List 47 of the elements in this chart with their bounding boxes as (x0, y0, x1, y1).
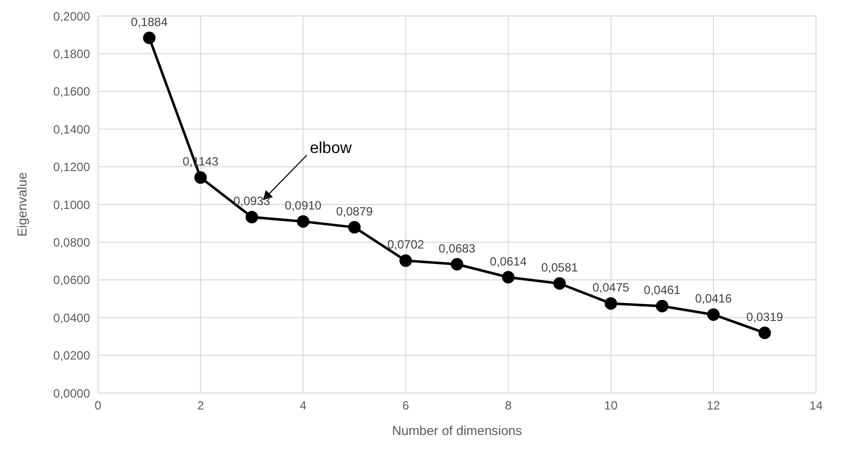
x-tick-label: 14 (809, 398, 823, 413)
data-label: 0,1884 (130, 14, 168, 29)
data-label: 0,0319 (746, 310, 784, 324)
point (758, 326, 771, 340)
x-tick-label: 8 (504, 398, 512, 413)
y-tick-label: 0,0800 (53, 235, 90, 250)
y-tick-label: 0,1600 (53, 84, 90, 99)
annotation: elbow (310, 140, 352, 158)
y-tick-label: 0,0400 (53, 310, 90, 325)
y-tick-label: 0,1400 (53, 122, 90, 136)
x-tick-label: 2 (197, 398, 204, 413)
y-tick-label: 0,0600 (53, 273, 90, 288)
data-label: 0,0581 (541, 260, 578, 274)
point (553, 277, 566, 290)
point (296, 215, 310, 228)
data-label: 0,0683 (438, 241, 476, 256)
x-tick-label: 4 (300, 398, 307, 413)
x-tick-label: 6 (402, 398, 410, 413)
point (450, 258, 464, 271)
point (502, 271, 515, 284)
y-axis-title: Eigenvalue (14, 172, 30, 237)
data-label: 0,0933 (234, 194, 271, 208)
data-label: 0,0416 (695, 292, 732, 306)
point (143, 32, 156, 44)
point (656, 300, 668, 312)
data-label: 0,0461 (644, 283, 681, 298)
point (707, 308, 720, 321)
point (604, 297, 618, 310)
x-tick-label: 10 (604, 398, 618, 413)
y-tick-label: 0,1800 (53, 46, 90, 61)
point (399, 254, 412, 267)
x-tick-label: 12 (706, 398, 720, 413)
data-label: 0,0910 (284, 198, 322, 212)
point (246, 210, 258, 224)
y-tick-label: 0,0200 (53, 348, 90, 363)
x-tick-label: 0 (94, 398, 102, 413)
y-tick-label: 0,1200 (53, 160, 90, 174)
data-label: 0,0614 (490, 254, 527, 268)
point (348, 221, 361, 234)
y-tick-label: 0,2000 (53, 9, 90, 24)
x-axis-title: Number of dimensions (392, 423, 523, 438)
data-label: 0,0879 (336, 204, 374, 218)
y-tick-label: 0,1000 (53, 198, 90, 212)
point (194, 171, 207, 184)
data-label: 0,0702 (387, 238, 424, 252)
data-label: 0,0475 (592, 280, 630, 294)
y-tick-label: 0,0000 (53, 386, 90, 400)
